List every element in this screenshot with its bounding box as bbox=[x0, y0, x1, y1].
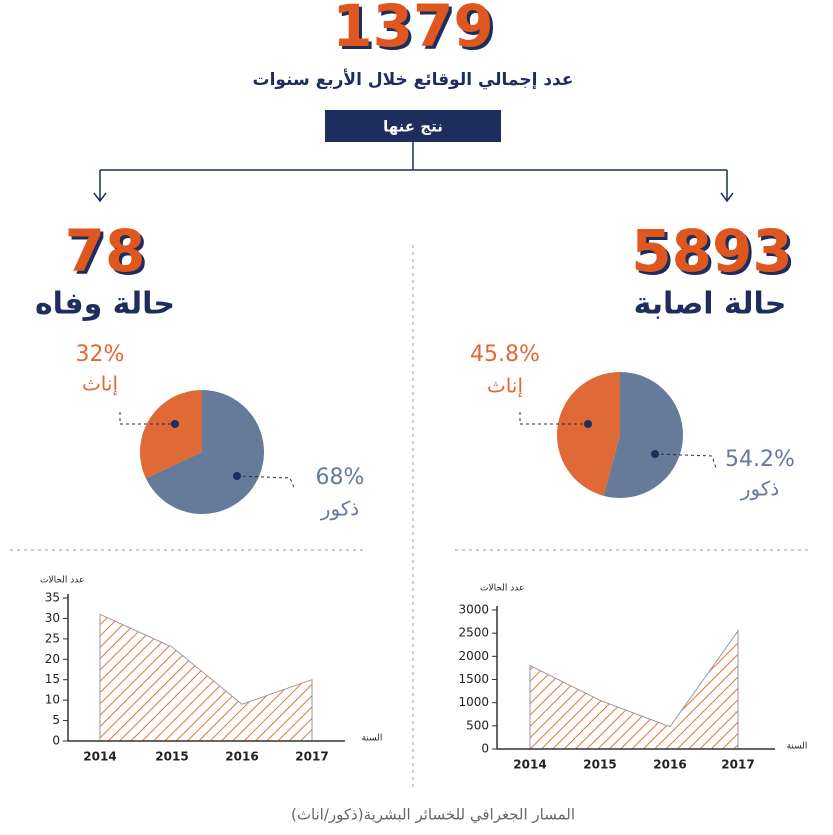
y-axis-label: عدد الحالات bbox=[480, 584, 524, 594]
leader-dot bbox=[171, 420, 179, 428]
category-label: إناث bbox=[487, 374, 523, 399]
y-tick-label: 25 bbox=[45, 631, 60, 645]
x-axis-label: السنة bbox=[362, 734, 383, 744]
leader-dot bbox=[651, 450, 659, 458]
x-tick-label: 2017 bbox=[295, 750, 328, 764]
x-tick-label: 2016 bbox=[653, 758, 686, 772]
subtitle: عدد إجمالي الوقائع خلال الأربع سنوات bbox=[253, 69, 574, 90]
pie-slice bbox=[603, 372, 683, 498]
x-tick-label: 2014 bbox=[513, 758, 546, 772]
value-label: 54.2% bbox=[725, 447, 795, 472]
pie-slice bbox=[140, 390, 202, 479]
category-label: إناث bbox=[82, 372, 118, 397]
y-tick-label: 2500 bbox=[458, 626, 489, 640]
y-tick-label: 1500 bbox=[458, 672, 489, 686]
leader-line bbox=[654, 453, 717, 469]
value-label: 32% bbox=[76, 342, 125, 367]
total-count: 1379 bbox=[332, 0, 493, 60]
leader-line bbox=[519, 412, 588, 425]
y-tick-label: 5 bbox=[52, 713, 60, 727]
category-label: ذكور bbox=[740, 477, 779, 501]
y-tick-label: 2000 bbox=[458, 649, 489, 663]
x-tick-label: 2017 bbox=[721, 758, 754, 772]
leader-dot bbox=[584, 420, 592, 428]
value-label: 45.8% bbox=[470, 342, 540, 367]
y-tick-label: 0 bbox=[481, 742, 489, 756]
result-box bbox=[325, 110, 501, 142]
y-tick-label: 500 bbox=[466, 718, 489, 732]
y-tick-label: 10 bbox=[45, 693, 60, 707]
leader-line bbox=[119, 412, 175, 425]
area bbox=[529, 629, 739, 750]
x-tick-label: 2015 bbox=[155, 750, 188, 764]
result-label: نتج عنها bbox=[383, 118, 443, 136]
pie-slice bbox=[557, 372, 620, 496]
deaths-label: حالة وفاه bbox=[35, 287, 175, 322]
x-tick-label: 2014 bbox=[83, 750, 116, 764]
injuries-label: حالة اصابة bbox=[634, 287, 787, 322]
y-tick-label: 3000 bbox=[458, 603, 489, 617]
y-tick-label: 15 bbox=[45, 672, 60, 686]
x-axis-label: السنة bbox=[787, 742, 808, 752]
leader-dot bbox=[233, 472, 241, 480]
y-tick-label: 35 bbox=[45, 591, 60, 605]
area bbox=[99, 613, 313, 742]
x-tick-label: 2016 bbox=[225, 750, 258, 764]
y-axis-label: عدد الحالات bbox=[40, 576, 84, 586]
connector bbox=[93, 142, 734, 203]
pie-slice bbox=[145, 390, 265, 514]
leader-line bbox=[236, 475, 296, 491]
x-tick-label: 2015 bbox=[583, 758, 616, 772]
y-tick-label: 1000 bbox=[458, 695, 489, 709]
deaths-count: 78 bbox=[65, 217, 146, 285]
footer: المسار الجغرافي للخسائر البشرية(ذكور/انا… bbox=[291, 806, 575, 825]
y-tick-label: 30 bbox=[45, 611, 60, 625]
y-tick-label: 20 bbox=[45, 652, 60, 666]
category-label: ذكور bbox=[320, 497, 359, 521]
injuries-count: 5893 bbox=[631, 217, 792, 285]
y-tick-label: 0 bbox=[52, 734, 60, 748]
value-label: 68% bbox=[316, 465, 365, 490]
